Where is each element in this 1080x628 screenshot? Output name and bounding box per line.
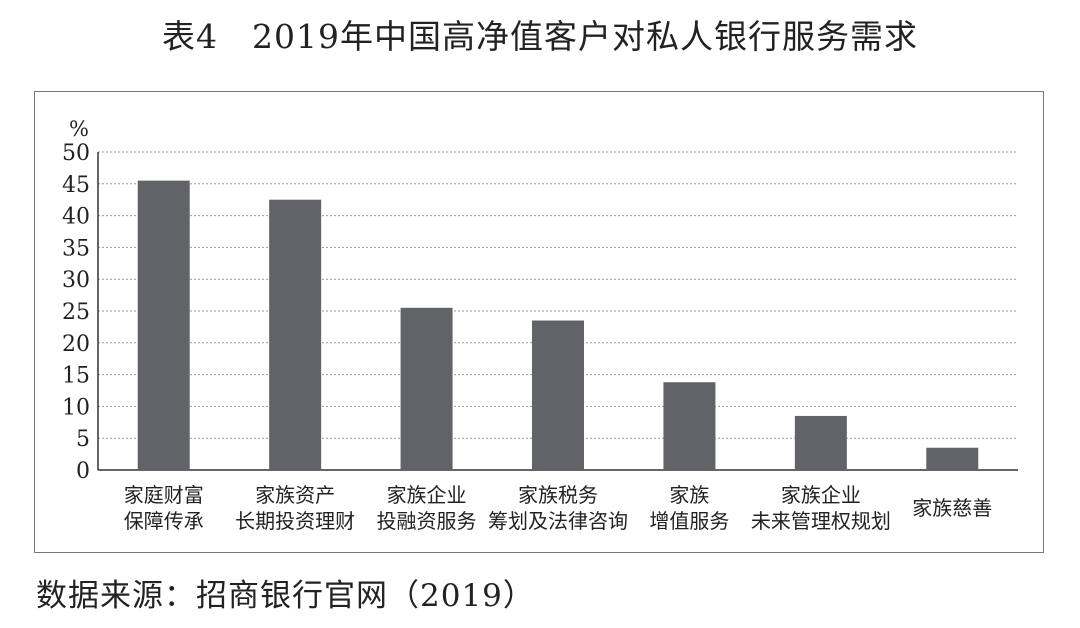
bar xyxy=(269,199,322,470)
y-tick-label: 50 xyxy=(62,141,90,166)
y-tick-label: 15 xyxy=(62,364,90,389)
y-tick-label: 20 xyxy=(62,332,90,357)
y-tick-label: 30 xyxy=(62,268,90,293)
x-tick-label: 家族慈善 xyxy=(912,496,992,520)
bar xyxy=(926,447,979,470)
x-tick-label: 家族企业 xyxy=(387,483,467,507)
bar xyxy=(794,415,847,470)
y-tick-label: 10 xyxy=(62,395,90,420)
y-tick-label: 35 xyxy=(62,236,90,261)
data-source: 数据来源：招商银行官网（2019） xyxy=(36,578,535,614)
y-tick-label: 25 xyxy=(62,300,90,325)
y-tick-label: 45 xyxy=(62,173,90,198)
y-axis-unit: % xyxy=(69,117,89,141)
x-tick-label: 家族资产 xyxy=(255,483,335,507)
bar xyxy=(137,180,190,470)
y-tick-label: 0 xyxy=(76,459,90,484)
x-tick-label: 保障传承 xyxy=(124,509,204,533)
x-tick-label: 家庭财富 xyxy=(124,483,204,507)
x-tick-label: 增值服务 xyxy=(649,509,729,533)
chart-frame: 0 5 10 15 20 25 30 35 40 45 50% 家庭财富 保障传承 家族资产 长期投资理财 家… xyxy=(34,91,1044,553)
bar xyxy=(400,307,453,470)
x-tick-label: 长期投资理财 xyxy=(235,509,355,533)
chart-title: 表4 2019年中国高净值客户对私人银行服务需求 xyxy=(162,17,918,56)
bar xyxy=(532,320,584,470)
bar xyxy=(663,382,716,470)
y-tick-label: 40 xyxy=(62,205,90,230)
x-tick-label: 家族 xyxy=(669,483,709,507)
x-tick-label: 筹划及法律咨询 xyxy=(488,509,628,533)
x-tick-label: 家族税务 xyxy=(518,483,598,507)
x-tick-label: 未来管理权规划 xyxy=(751,509,891,533)
y-tick-label: 5 xyxy=(76,427,90,452)
x-tick-label: 家族企业 xyxy=(781,483,861,507)
x-tick-label: 投融资服务 xyxy=(377,509,477,533)
